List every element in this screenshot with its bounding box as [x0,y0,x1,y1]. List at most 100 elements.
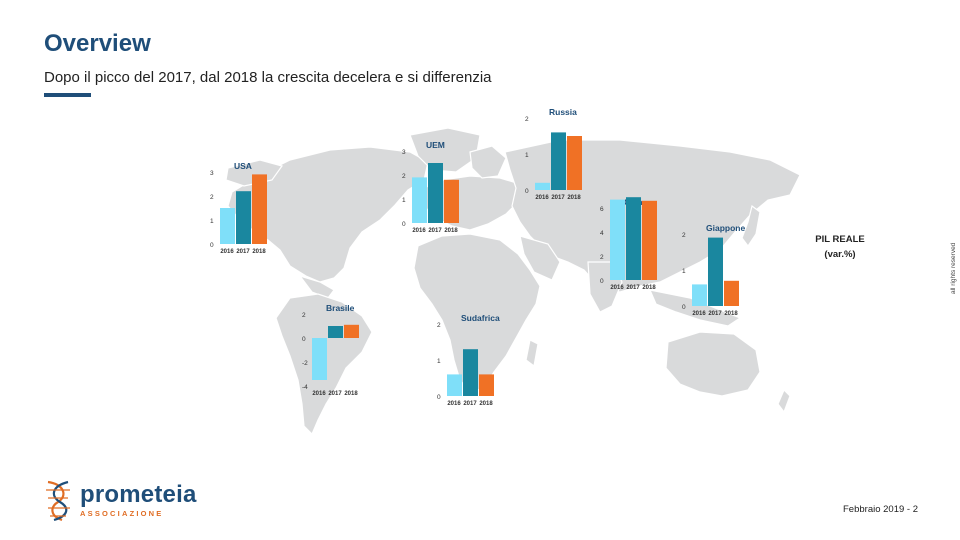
greenland-shape [409,127,481,173]
y-tick-label: 0 [682,304,686,311]
y-tick-label: -2 [302,360,308,367]
alaska-shape [225,159,283,187]
x-tick-label: 2018 [252,249,266,255]
madagascar-shape [525,339,539,368]
japan-shape [741,204,761,248]
legend-title: PIL REALE [815,234,865,245]
chart-giappone-svg: Giappone 0 1 2 2016 2017 2018 [682,223,745,317]
chart-title: USA [234,161,252,171]
title-accent-bar [44,93,91,97]
prometeia-logo-icon [46,480,70,522]
chart-usa-svg: USA 0 1 2 3 2016 2017 2018 [210,161,267,255]
chart-uem: UEM 0 1 2 3 2016 2017 2018 [400,137,510,242]
bar-2017 [708,237,723,306]
x-tick-label: 2016 [692,311,706,317]
bar-2016 [220,208,235,244]
arabia-shape [519,235,561,281]
bar-2016 [692,284,707,306]
y-tick-label: 2 [600,254,604,261]
bar-2018 [444,179,459,223]
y-tick-label: 2 [525,116,529,123]
y-tick-label: 0 [600,278,604,285]
chart-cina-svg: Cina0246201620172018 [600,197,657,291]
bar-2018 [479,374,494,396]
page-title: Overview [44,30,151,57]
bar-2017 [463,349,478,396]
x-tick-label: 2017 [626,285,640,291]
x-tick-label: 2018 [567,195,581,201]
y-tick-label: 0 [525,188,529,195]
footer-date-page: Febbraio 2019 - 2 [843,504,918,515]
chart-russia: Russia 0 1 2 2016 2017 2018 [523,104,633,209]
x-tick-label: 2018 [642,285,656,291]
x-tick-label: 2018 [724,311,738,317]
x-tick-label: 2018 [479,401,493,407]
x-tick-label: 2017 [551,195,565,201]
chart-title: UEM [426,140,445,150]
x-tick-label: 2017 [236,249,250,255]
y-tick-label: 0 [402,221,406,228]
x-tick-label: 2017 [428,228,442,234]
chart-title: Brasile [326,303,355,313]
legend-unit: (var.%) [824,249,856,260]
y-tick-label: 1 [402,197,406,204]
africa-shape [413,233,541,393]
y-tick-label: 1 [437,358,441,365]
chart-title: Sudafrica [461,313,500,323]
y-tick-label: 0 [437,394,441,401]
logo-subtitle: ASSOCIAZIONE [80,509,164,518]
y-tick-label: 2 [682,232,686,239]
rights-notice: all rights reserved [950,242,957,294]
y-tick-label: 2 [402,173,406,180]
chart-russia-svg: Russia 0 1 2 2016 2017 2018 [525,107,582,201]
x-tick-label: 2016 [447,401,461,407]
new-zealand-shape [777,388,791,414]
y-tick-label: 3 [210,170,214,177]
chart-legend: PIL REALE (var.%) [800,232,880,262]
x-tick-label: 2017 [708,311,722,317]
bar-2018 [252,174,267,244]
logo-wordmark: prometeia [80,481,197,508]
y-tick-label: 2 [302,312,306,319]
y-tick-label: 6 [600,206,604,213]
y-tick-label: 3 [402,149,406,156]
chart-usa: USA 0 1 2 3 2016 2017 2018 [208,158,318,263]
central-america-shape [298,274,335,299]
chart-giappone: Giappone 0 1 2 2016 2017 2018 [680,220,790,325]
x-tick-label: 2016 [312,391,326,397]
y-tick-label: 1 [525,152,529,159]
bar-2018 [724,280,739,306]
y-tick-label: -4 [302,384,308,391]
y-tick-label: 1 [682,268,686,275]
y-tick-label: 2 [437,322,441,329]
x-tick-label: 2018 [344,391,358,397]
australia-shape [665,331,761,397]
chart-cina: Cina0246201620172018 [598,194,708,299]
bar-2016 [447,374,462,396]
bar-2017 [626,197,641,280]
bar-2017 [551,132,566,190]
x-tick-label: 2016 [412,228,426,234]
chart-title: Giappone [706,223,745,233]
bar-2018 [344,324,359,338]
page-subtitle: Dopo il picco del 2017, dal 2018 la cres… [44,69,492,86]
x-tick-label: 2018 [444,228,458,234]
chart-sudafrica-svg: Sudafrica 0 1 2 2016 2017 2018 [437,313,500,407]
bar-2017 [236,191,251,244]
y-tick-label: 1 [210,218,214,225]
chart-uem-svg: UEM 0 1 2 3 2016 2017 2018 [402,140,459,234]
y-tick-label: 2 [210,194,214,201]
x-tick-label: 2016 [610,285,624,291]
y-tick-label: 0 [210,242,214,249]
bar-2016 [412,177,427,223]
x-tick-label: 2017 [328,391,342,397]
chart-brasile: Brasile 2 0 -2 -4 2016 2017 2018 [300,300,410,405]
x-tick-label: 2016 [535,195,549,201]
bar-2016 [610,199,625,280]
chart-sudafrica: Sudafrica 0 1 2 2016 2017 2018 [435,310,545,415]
chart-brasile-svg: Brasile 2 0 -2 -4 2016 2017 2018 [302,303,359,397]
bar-2016 [312,338,327,380]
x-tick-label: 2017 [463,401,477,407]
x-tick-label: 2016 [220,249,234,255]
y-tick-label: 4 [600,230,604,237]
